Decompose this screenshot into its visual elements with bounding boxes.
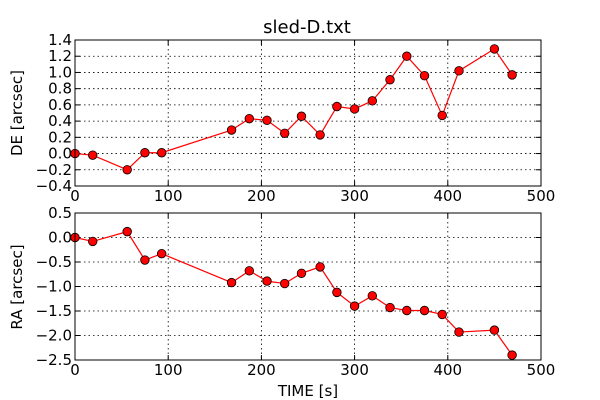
ra-y-tick-label: −1.5 [36,302,72,320]
ra-data-point [315,262,325,272]
ra-data-point [437,309,447,320]
ra-data-point [489,325,500,335]
de-data-point [454,66,464,76]
de-data-point [437,110,447,121]
ra-data-point [296,268,307,278]
de-y-tick-label: 0.6 [48,96,72,114]
de-y-tick-label: 0.0 [48,145,72,163]
de-data-point [332,101,342,112]
ra-data-point [332,287,342,298]
de-data-point [402,51,412,61]
de-axes-frame [74,39,542,187]
chart-title: sled-D.txt [263,17,351,38]
ra-x-tick-label: 300 [340,361,369,379]
de-y-axis-label: DE [arcsec] [8,70,26,156]
ra-data-point [140,255,150,265]
ra-data-point [226,277,237,288]
de-gridlines [75,40,541,186]
de-y-tick-label: −0.2 [36,161,72,179]
de-y-tick-label: 0.4 [48,112,72,130]
de-y-tick-label: 0.2 [48,128,72,146]
ra-data-point [262,276,272,286]
ra-y-tick-label: −0.5 [36,253,72,271]
de-data-point [315,130,325,140]
ra-data-point [349,301,360,311]
ra-y-tick-label: −1.0 [36,278,72,296]
de-data-point [140,148,150,158]
ra-y-tick-label: −2.5 [36,351,72,369]
ra-data-point [156,248,167,259]
ra-subplot: 0 100 200 300 400 500 −2.5 −2.0 −1.5 −1.0 −0.5 0.0 0… [8,204,555,400]
de-data-point [244,113,254,124]
ra-data-point [122,226,132,237]
de-y-tick-label: −0.4 [36,177,72,195]
de-data-point [88,150,98,160]
de-data-point [122,165,132,175]
ra-data-point [454,327,464,337]
de-subplot: sled-D.txt 0 100 200 300 400 500−0.4−0.20.00.… [8,17,555,205]
de-series-markers [70,44,517,175]
ra-data-point [385,302,395,313]
x-axis-label: TIME [s] [277,382,338,400]
de-data-point [367,96,378,106]
de-data-point [385,75,395,85]
ra-axes-frame [74,212,542,361]
de-y-tick-label: 1.0 [48,63,72,81]
de-x-tick-label: 0 [70,187,80,205]
ra-data-point [88,236,98,247]
ra-data-point [244,266,254,276]
de-x-tick-label: 300 [340,187,369,205]
ra-x-tick-label: 400 [433,361,462,379]
ra-y-axis-label: RA [arcsec] [8,244,26,329]
de-x-tick-label: 500 [527,187,556,205]
ra-gridlines [75,213,541,360]
ra-data-point [280,278,290,289]
ra-tick-labels: 0 100 200 300 400 500 −2.5 −2.0 −1.5 −1.0 −0.5 0.0 0… [36,204,556,379]
de-data-point [507,70,517,80]
de-data-point [419,70,430,81]
de-y-tick-label: 0.8 [48,80,72,98]
de-data-point [296,111,307,121]
de-data-point [349,104,360,114]
de-y-tick-label: 1.2 [48,47,72,65]
de-data-point [156,148,167,158]
ra-data-point [419,305,430,316]
de-data-point [262,115,272,126]
ra-x-tick-label: 0 [70,361,80,379]
ra-y-tick-label: 0.5 [48,204,72,222]
ra-x-tick-label: 100 [154,361,183,379]
ra-x-tick-label: 200 [247,361,276,379]
de-data-point [226,125,237,135]
de-data-point [280,128,290,138]
de-data-point [489,44,500,54]
de-x-tick-label: 100 [154,187,183,205]
ra-y-tick-label: −2.0 [36,327,72,345]
ra-data-point [507,350,517,360]
de-x-tick-label: 400 [433,187,462,205]
ra-data-point [402,305,412,316]
de-tick-labels: 0 100 200 300 400 500−0.4−0.20.00.20.40.60.81… [36,31,556,205]
ra-y-tick-label: 0.0 [48,229,72,247]
ra-series-markers [70,226,517,360]
ra-x-tick-label: 500 [527,361,556,379]
de-x-tick-label: 200 [247,187,276,205]
ra-data-point [367,291,378,301]
de-y-tick-label: 1.4 [48,31,72,49]
ra-series-line [74,230,513,356]
